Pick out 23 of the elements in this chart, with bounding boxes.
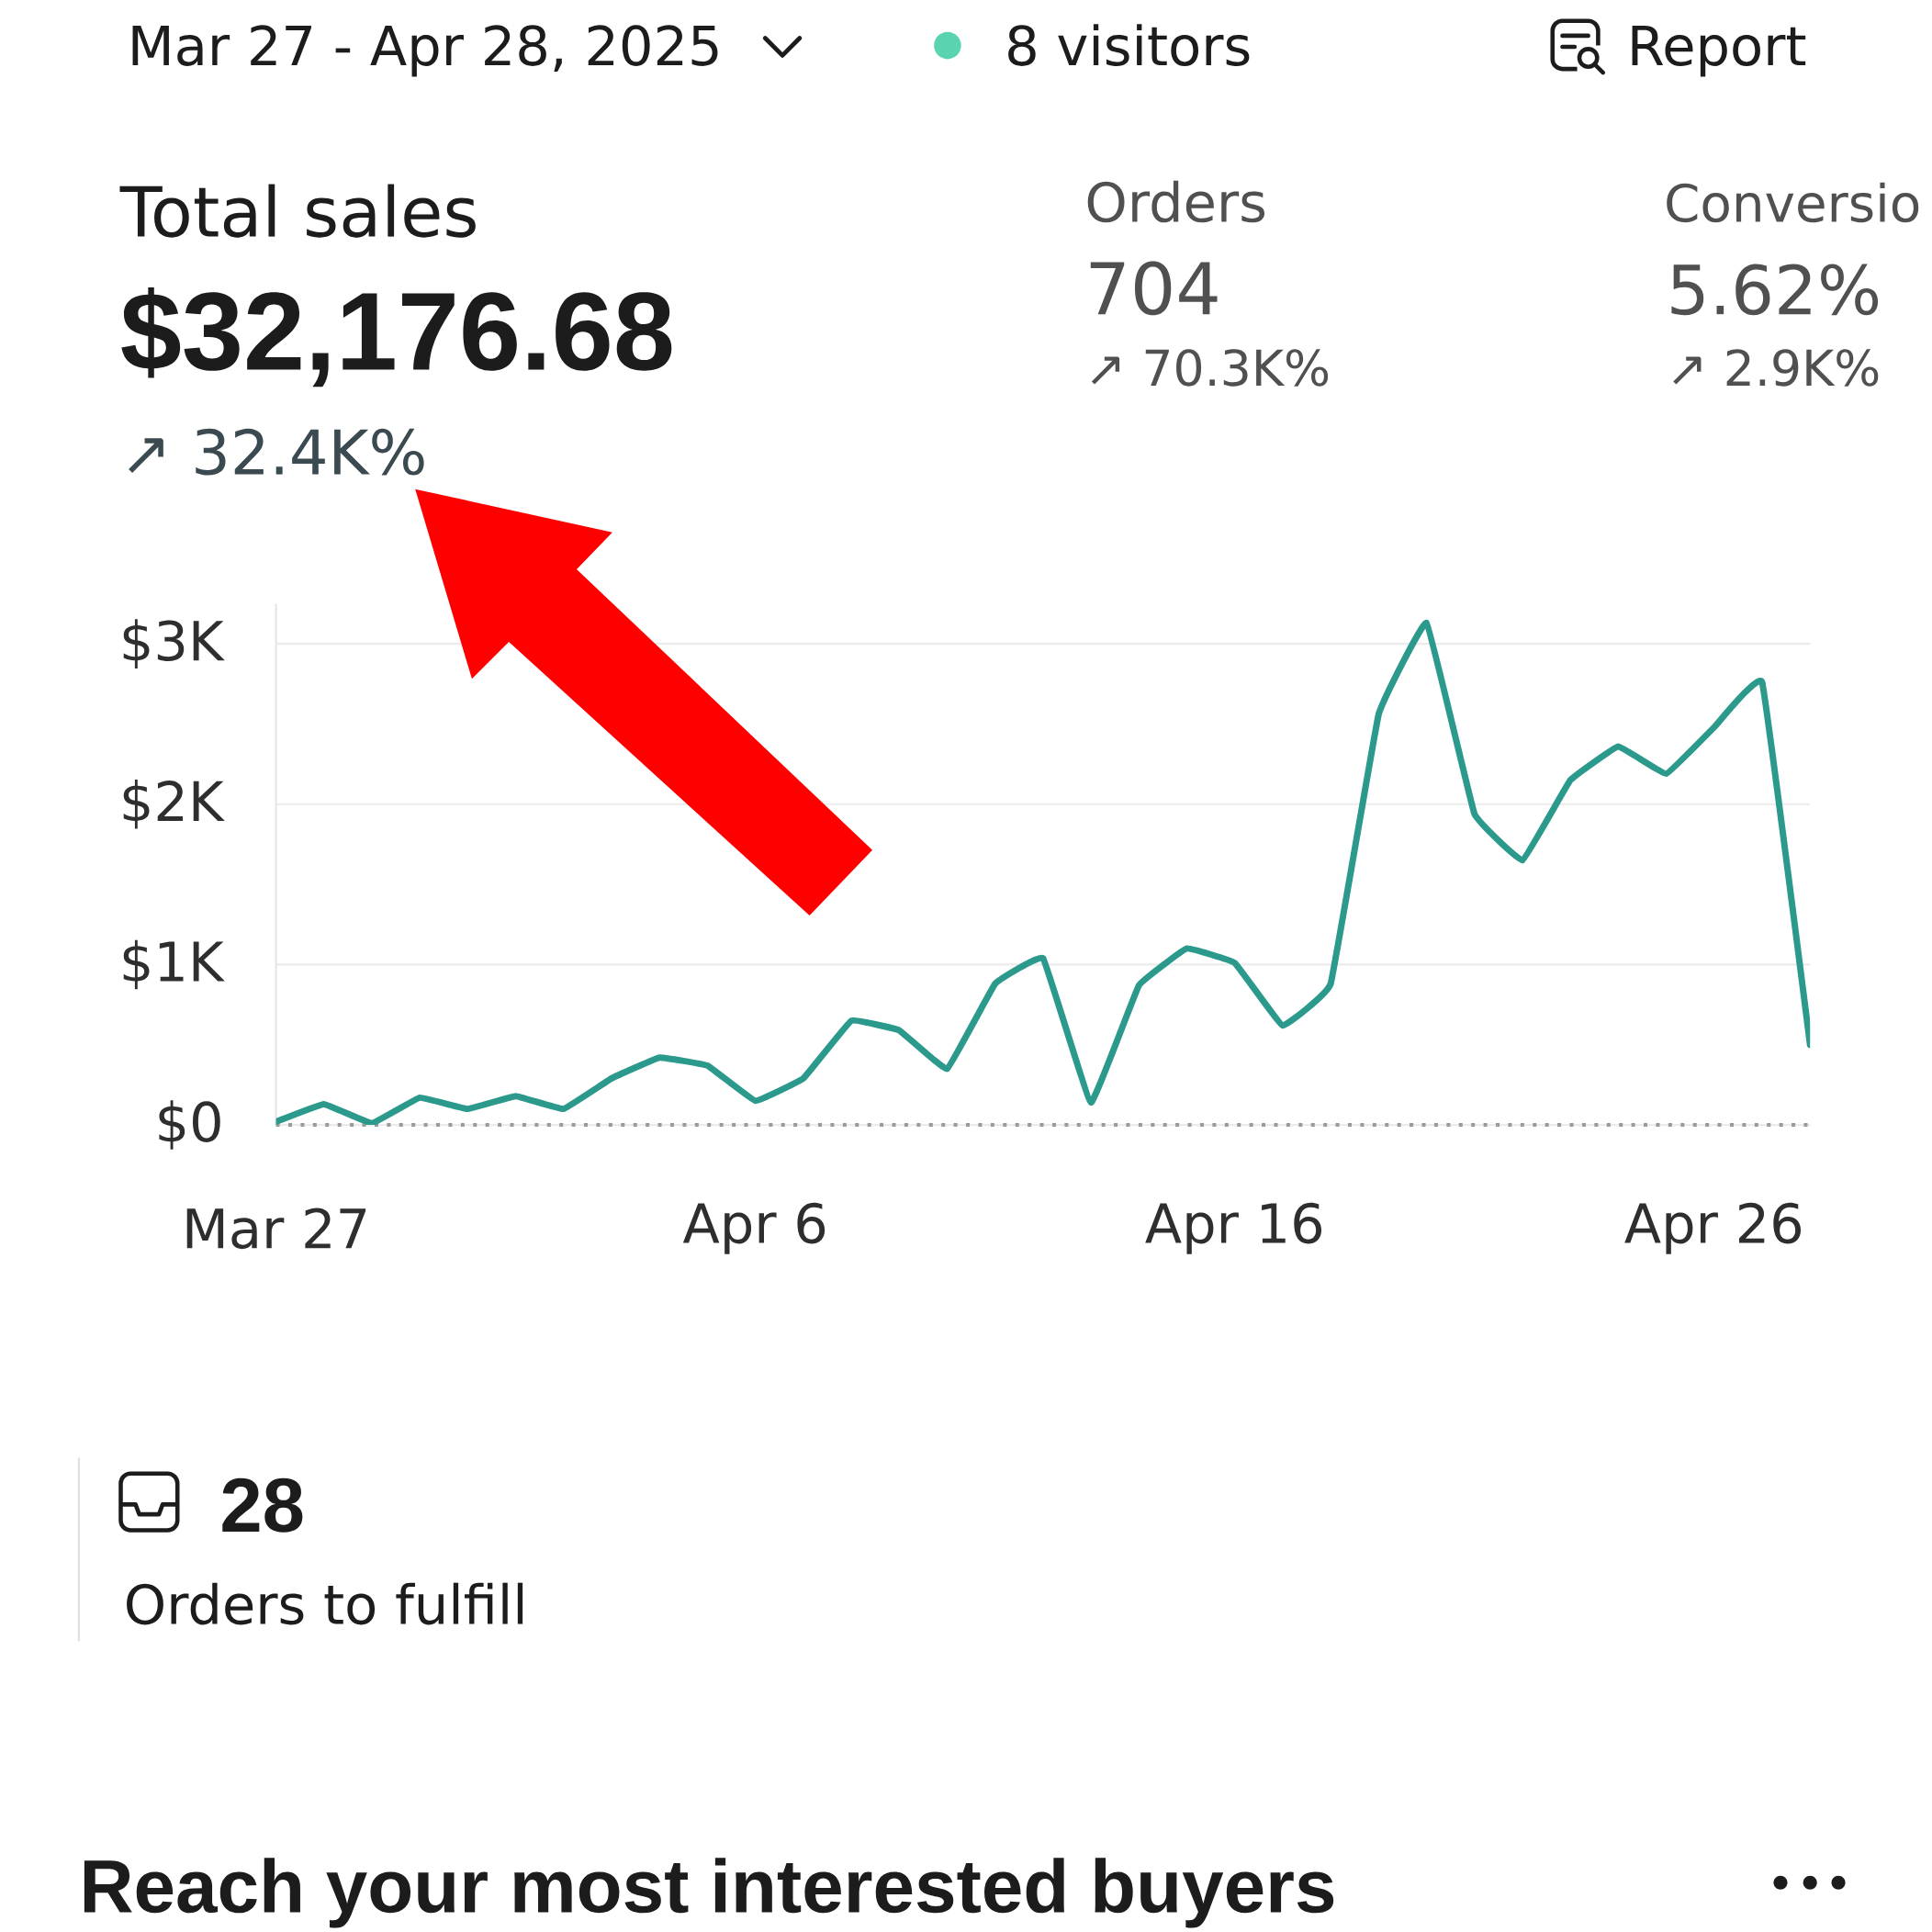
- x-tick-label: Apr 6: [682, 1202, 826, 1254]
- text: 704: [1090, 261, 1218, 316]
- text: Mar 27 - Apr 28, 2025: [132, 25, 718, 77]
- text: ↗ 70.3K%: [1091, 349, 1329, 387]
- x-tick-label: Apr 16: [1145, 1202, 1321, 1254]
- y-tick-label: $2K: [123, 780, 225, 829]
- text: 28: [222, 1477, 303, 1533]
- text: ↗ 2.9K%: [1673, 349, 1879, 387]
- text: 5.62%: [1671, 264, 1879, 316]
- text: Report: [1632, 26, 1806, 77]
- text: 8 visitors: [1008, 24, 1250, 66]
- text: ↗ 32.4K%: [129, 428, 424, 476]
- x-tick-label: Apr 26: [1624, 1202, 1802, 1254]
- y-tick-label: $3K: [123, 619, 225, 668]
- text: Orders to fulfill: [127, 1582, 523, 1625]
- x-tick-label: Mar 27: [186, 1208, 366, 1250]
- text: Reach your most interested buyers: [84, 1858, 1334, 1928]
- text: Conversio: [1667, 182, 1919, 223]
- y-tick-label: $0: [159, 1100, 220, 1150]
- chart-title: Total sales: [119, 184, 476, 238]
- chart-subtitle: $32,176.68: [121, 286, 672, 388]
- text: Orders: [1087, 180, 1265, 223]
- y-tick-label: $1K: [123, 939, 225, 990]
